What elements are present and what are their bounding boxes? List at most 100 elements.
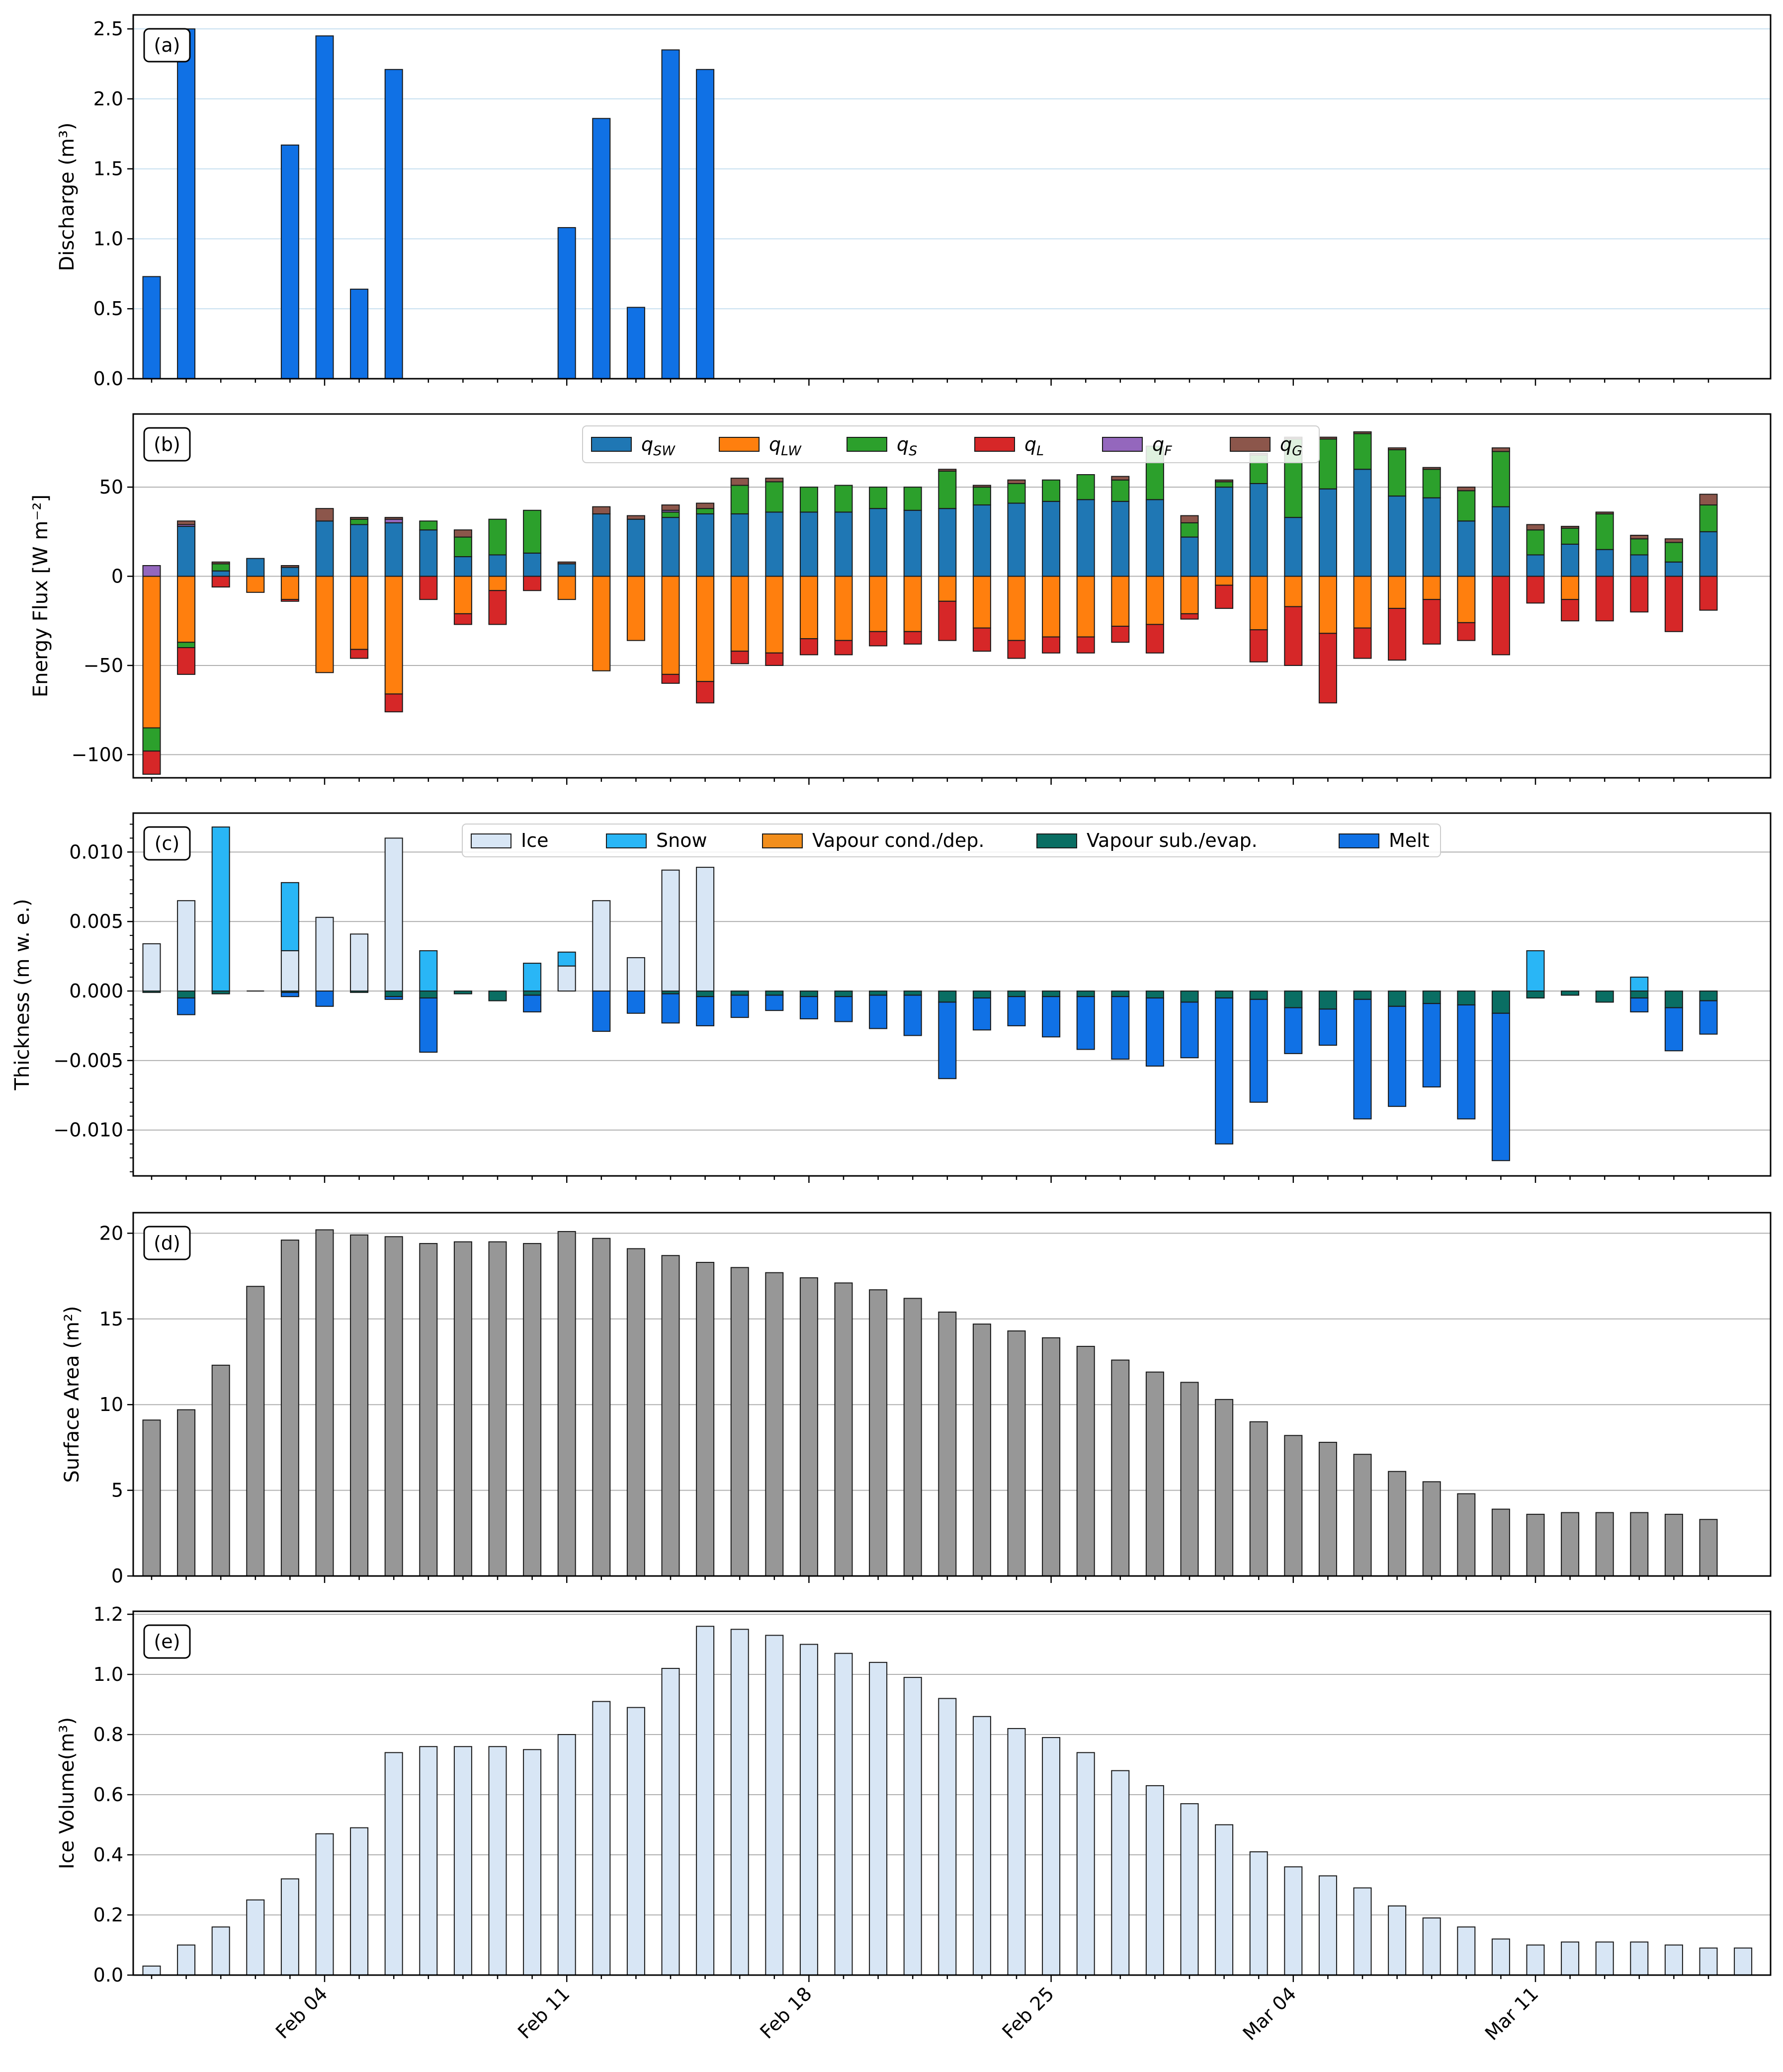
volume-bar <box>177 1944 196 1976</box>
thickness-bar-snow <box>523 963 542 992</box>
thickness-bar-melt <box>799 996 818 1019</box>
flux-bar-qG <box>1526 524 1545 531</box>
area-bar <box>903 1298 922 1577</box>
legend-label: qL <box>1024 433 1044 459</box>
flux-bar-qSW <box>869 508 888 577</box>
flux-bar-qS <box>1422 469 1441 498</box>
thickness-bar-vap_sub <box>1007 991 1026 997</box>
thickness-bar-vap_sub <box>972 991 991 998</box>
volume-bar <box>1145 1785 1164 1976</box>
thickness-bar-melt <box>315 991 334 1007</box>
thickness-bar-vap_sub <box>938 991 957 1003</box>
y-tick-label: −0.010 <box>53 1119 123 1141</box>
flux-bar-qLW <box>315 576 334 673</box>
flux-bar-qS <box>1388 449 1407 497</box>
flux-bar-qSW <box>1664 561 1683 577</box>
thickness-bar-vap_sub <box>177 991 196 998</box>
thickness-bar-melt <box>1215 997 1234 1145</box>
y-tick-label: 0.2 <box>93 1904 123 1926</box>
thickness-bar-vap_sub <box>1561 991 1580 996</box>
flux-bar-qS <box>1491 451 1510 507</box>
x-tick-label: Feb 11 <box>513 1983 574 2043</box>
flux-bar-qS <box>1007 483 1026 504</box>
thickness-bar-ice <box>661 869 680 992</box>
flux-bar-qL <box>1042 636 1061 654</box>
flux-bar-qL <box>523 576 542 591</box>
thickness-bar-vap_sub <box>1284 991 1303 1008</box>
flux-bar-qS <box>1215 481 1234 488</box>
thickness-bar-vap_sub <box>1215 991 1234 998</box>
flux-bar-qL <box>1699 576 1718 611</box>
flux-bar-qL <box>1145 624 1164 654</box>
flux-bar-qLW <box>1284 576 1303 607</box>
flux-bar-qLW <box>1422 576 1441 600</box>
area-bar <box>696 1261 715 1577</box>
flux-bar-qG <box>211 561 230 565</box>
thickness-bar-vap_sub <box>903 991 922 996</box>
discharge-bar <box>661 49 680 379</box>
panel-tag: (e) <box>154 1631 180 1653</box>
plot-frame <box>132 1610 1772 1976</box>
area-bar <box>1249 1421 1268 1577</box>
y-tick-label: 10 <box>99 1394 123 1415</box>
thickness-bar-vap_sub <box>1111 991 1130 997</box>
thickness-bar-vap_sub <box>350 991 369 993</box>
flux-bar-qS <box>903 487 922 511</box>
flux-bar-qLW <box>661 576 680 675</box>
volume-bar <box>1353 1887 1372 1976</box>
legend-swatch <box>606 833 647 848</box>
plot-frame <box>132 14 1772 380</box>
area-bar <box>1215 1399 1234 1576</box>
thickness-bar-melt <box>1145 997 1164 1067</box>
area-bar <box>1388 1471 1407 1576</box>
flux-bar-qL <box>1526 576 1545 604</box>
thickness-bar-melt <box>1457 1004 1476 1120</box>
flux-bar-qL <box>972 627 991 652</box>
thickness-bar-melt <box>1111 996 1130 1060</box>
flux-bar-qLW <box>453 576 472 614</box>
volume-bar <box>1076 1752 1095 1976</box>
thickness-bar-melt <box>1249 998 1268 1103</box>
x-tick-label: Feb 04 <box>271 1983 332 2043</box>
discharge-bar <box>557 227 576 379</box>
volume-bar <box>557 1734 576 1976</box>
flux-bar-qS <box>972 487 991 506</box>
legend-label: qS <box>897 433 917 459</box>
flux-bar-qLW <box>730 576 749 652</box>
volume-bar <box>142 1965 161 1976</box>
y-axis-label: Thickness (m w. e.) <box>11 899 34 1090</box>
flux-bar-qSW <box>661 517 680 577</box>
flux-bar-qLW <box>799 576 818 640</box>
flux-bar-qG <box>453 529 472 538</box>
area-bar <box>972 1324 991 1577</box>
y-tick-label: 0.4 <box>93 1844 123 1866</box>
flux-bar-qSW <box>1007 502 1026 577</box>
flux-bar-qSW <box>1353 469 1372 577</box>
y-tick-label: 0 <box>111 566 123 587</box>
y-tick-label: 0.0 <box>93 368 123 390</box>
thickness-bar-vap_sub <box>1318 991 1337 1010</box>
thickness-bar-melt <box>938 1001 957 1079</box>
y-tick-label: 0.010 <box>69 841 123 863</box>
flux-bar-qS <box>938 470 957 509</box>
thickness-bar-melt <box>523 995 542 1012</box>
flux-bar-qS <box>1699 504 1718 532</box>
flux-bar-qS <box>142 727 161 752</box>
flux-bar-qS <box>765 481 784 513</box>
discharge-bar <box>592 118 611 380</box>
flux-bar-qL <box>280 599 299 602</box>
thickness-bar-vap_sub <box>799 991 818 997</box>
flux-bar-qLW <box>626 576 645 641</box>
thickness-bar-vap_sub <box>142 991 161 993</box>
volume-bar <box>1042 1737 1061 1976</box>
thickness-bar-snow <box>1630 977 1649 992</box>
legend-label: qG <box>1280 433 1302 459</box>
area-bar <box>626 1248 645 1576</box>
thickness-bar-vap_sub <box>488 991 507 1001</box>
flux-bar-qG <box>1007 479 1026 484</box>
flux-bar-qLW <box>1007 576 1026 641</box>
flux-bar-qSW <box>696 513 715 577</box>
flux-bar-qLW <box>1111 576 1130 627</box>
discharge-bar <box>626 307 645 380</box>
y-axis-label: Discharge (m³) <box>56 122 79 271</box>
